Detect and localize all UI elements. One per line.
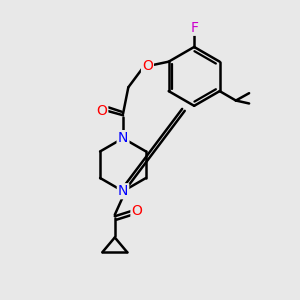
Text: O: O [96, 104, 107, 118]
Text: N: N [118, 131, 128, 145]
Text: O: O [131, 204, 142, 218]
Text: O: O [142, 59, 153, 73]
Text: N: N [118, 184, 128, 198]
Text: F: F [190, 21, 198, 35]
Text: N: N [118, 131, 128, 145]
